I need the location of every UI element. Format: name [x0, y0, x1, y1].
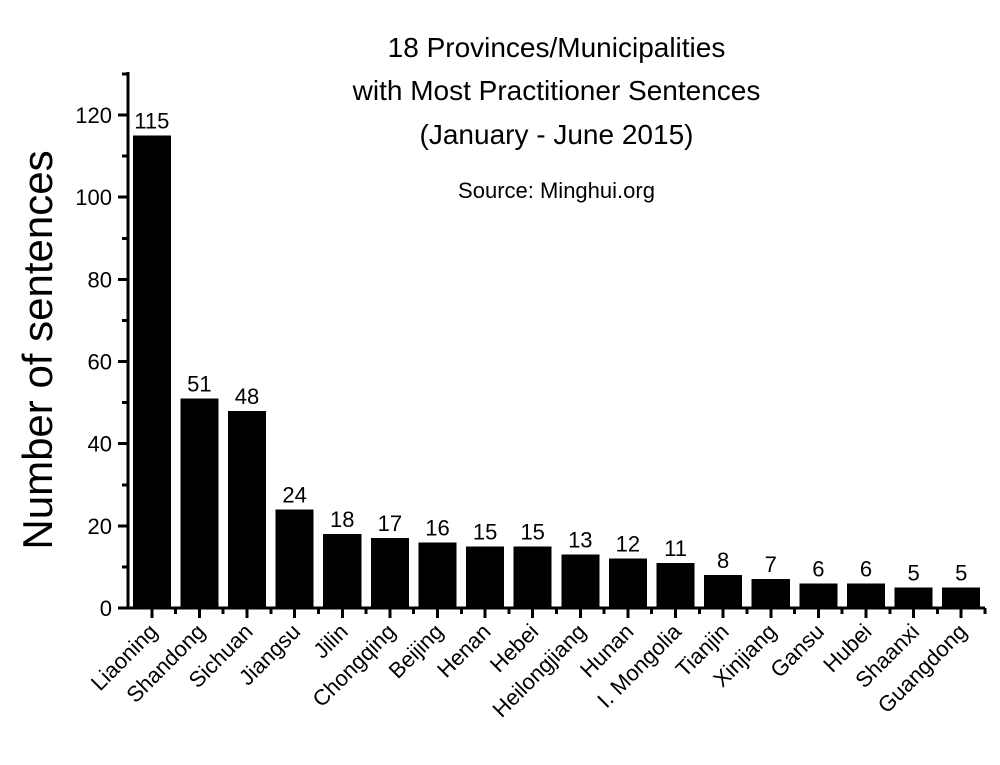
- bar-value-label: 8: [717, 548, 729, 573]
- bar-value-label: 7: [765, 552, 777, 577]
- bar-tianjin: [704, 575, 743, 608]
- chart-title-line1: 18 Provinces/Municipalities: [387, 32, 726, 63]
- bar-hubei: [846, 583, 886, 608]
- y-tick-label: 0: [100, 596, 112, 621]
- bar-value-label: 18: [330, 507, 354, 532]
- y-tick-label: 40: [88, 432, 112, 457]
- x-tick-label: Beijing: [384, 619, 448, 683]
- y-tick-label: 20: [88, 514, 112, 539]
- x-tick-label: Henan: [432, 619, 496, 683]
- chart-title: 18 Provinces/Municipalities with Most Pr…: [128, 26, 985, 156]
- bar-henan: [466, 546, 505, 608]
- bar-value-label: 48: [235, 384, 259, 409]
- y-tick-label: 80: [88, 267, 112, 292]
- bar-hebei: [513, 546, 552, 608]
- bar-value-label: 6: [812, 556, 824, 581]
- bar-i-mongolia: [656, 562, 695, 608]
- chart-title-line3: (January - June 2015): [419, 118, 694, 150]
- bar-hunan: [608, 558, 647, 608]
- bar-gansu: [799, 583, 838, 608]
- bar-chongqing: [370, 538, 409, 608]
- y-tick-label: 60: [88, 350, 112, 375]
- bar-value-label: 15: [473, 519, 497, 544]
- bar-value-label: 17: [378, 511, 402, 536]
- bar-liaoning: [132, 135, 171, 608]
- chart-title-line2: with Most Practitioner Sentences: [352, 75, 761, 107]
- bar-value-label: 13: [568, 528, 592, 553]
- bar-value-label: 11: [664, 536, 687, 561]
- bar-xinjiang: [751, 579, 790, 608]
- bar-value-label: 115: [134, 109, 169, 134]
- y-tick-label: 100: [75, 185, 112, 210]
- bar-jilin: [323, 534, 362, 608]
- y-axis-label: Number of sentences: [14, 150, 61, 550]
- bar-value-label: 6: [860, 556, 872, 581]
- x-tick-label: Gansu: [765, 619, 829, 683]
- bar-jiangsu: [275, 509, 314, 608]
- bar-value-label: 5: [955, 560, 967, 585]
- bar-guangdong: [942, 587, 981, 608]
- bar-value-label: 16: [425, 515, 449, 540]
- bar-value-label: 12: [616, 532, 640, 557]
- bar-shandong: [180, 398, 219, 608]
- y-tick-label: 120: [75, 103, 112, 128]
- bar-value-label: 15: [520, 519, 544, 544]
- bar-beijing: [418, 542, 457, 608]
- bar-shaanxi: [894, 587, 933, 608]
- chart-source: Source: Minghui.org: [458, 178, 655, 203]
- bar-sichuan: [227, 410, 267, 608]
- bar-value-label: 51: [187, 371, 211, 396]
- bar-value-label: 5: [907, 560, 919, 585]
- bar-value-label: 24: [282, 482, 306, 507]
- bar-heilongjiang: [561, 554, 600, 608]
